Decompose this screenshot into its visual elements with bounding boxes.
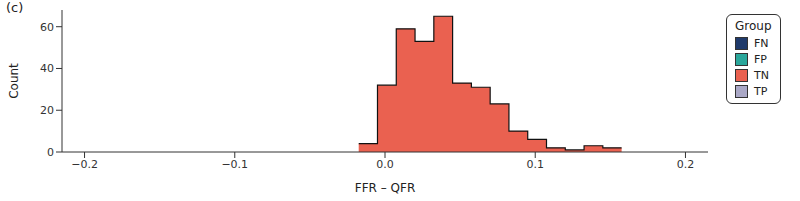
svg-text:20: 20 (40, 104, 54, 117)
svg-text:60: 60 (40, 21, 54, 34)
html-text:FN: FN (754, 36, 769, 50)
svg-text:0: 0 (47, 146, 54, 159)
svg-text:−0.2: −0.2 (71, 158, 98, 171)
svg-text:FFR – QFR: FFR – QFR (355, 181, 415, 195)
svg-text:0.1: 0.1 (526, 158, 544, 171)
svg-text:Count: Count (8, 63, 21, 99)
svg-text:0.2: 0.2 (677, 158, 695, 171)
html-text:(c): (c) (6, 0, 24, 15)
html-text:TN: TN (754, 68, 769, 82)
html-text:TP: TP (754, 84, 768, 98)
svg-text:40: 40 (40, 62, 54, 75)
html-text:Group: Group (735, 19, 772, 33)
html-text:FP: FP (754, 52, 767, 66)
svg-text:0.0: 0.0 (376, 158, 394, 171)
svg-text:−0.1: −0.1 (221, 158, 248, 171)
